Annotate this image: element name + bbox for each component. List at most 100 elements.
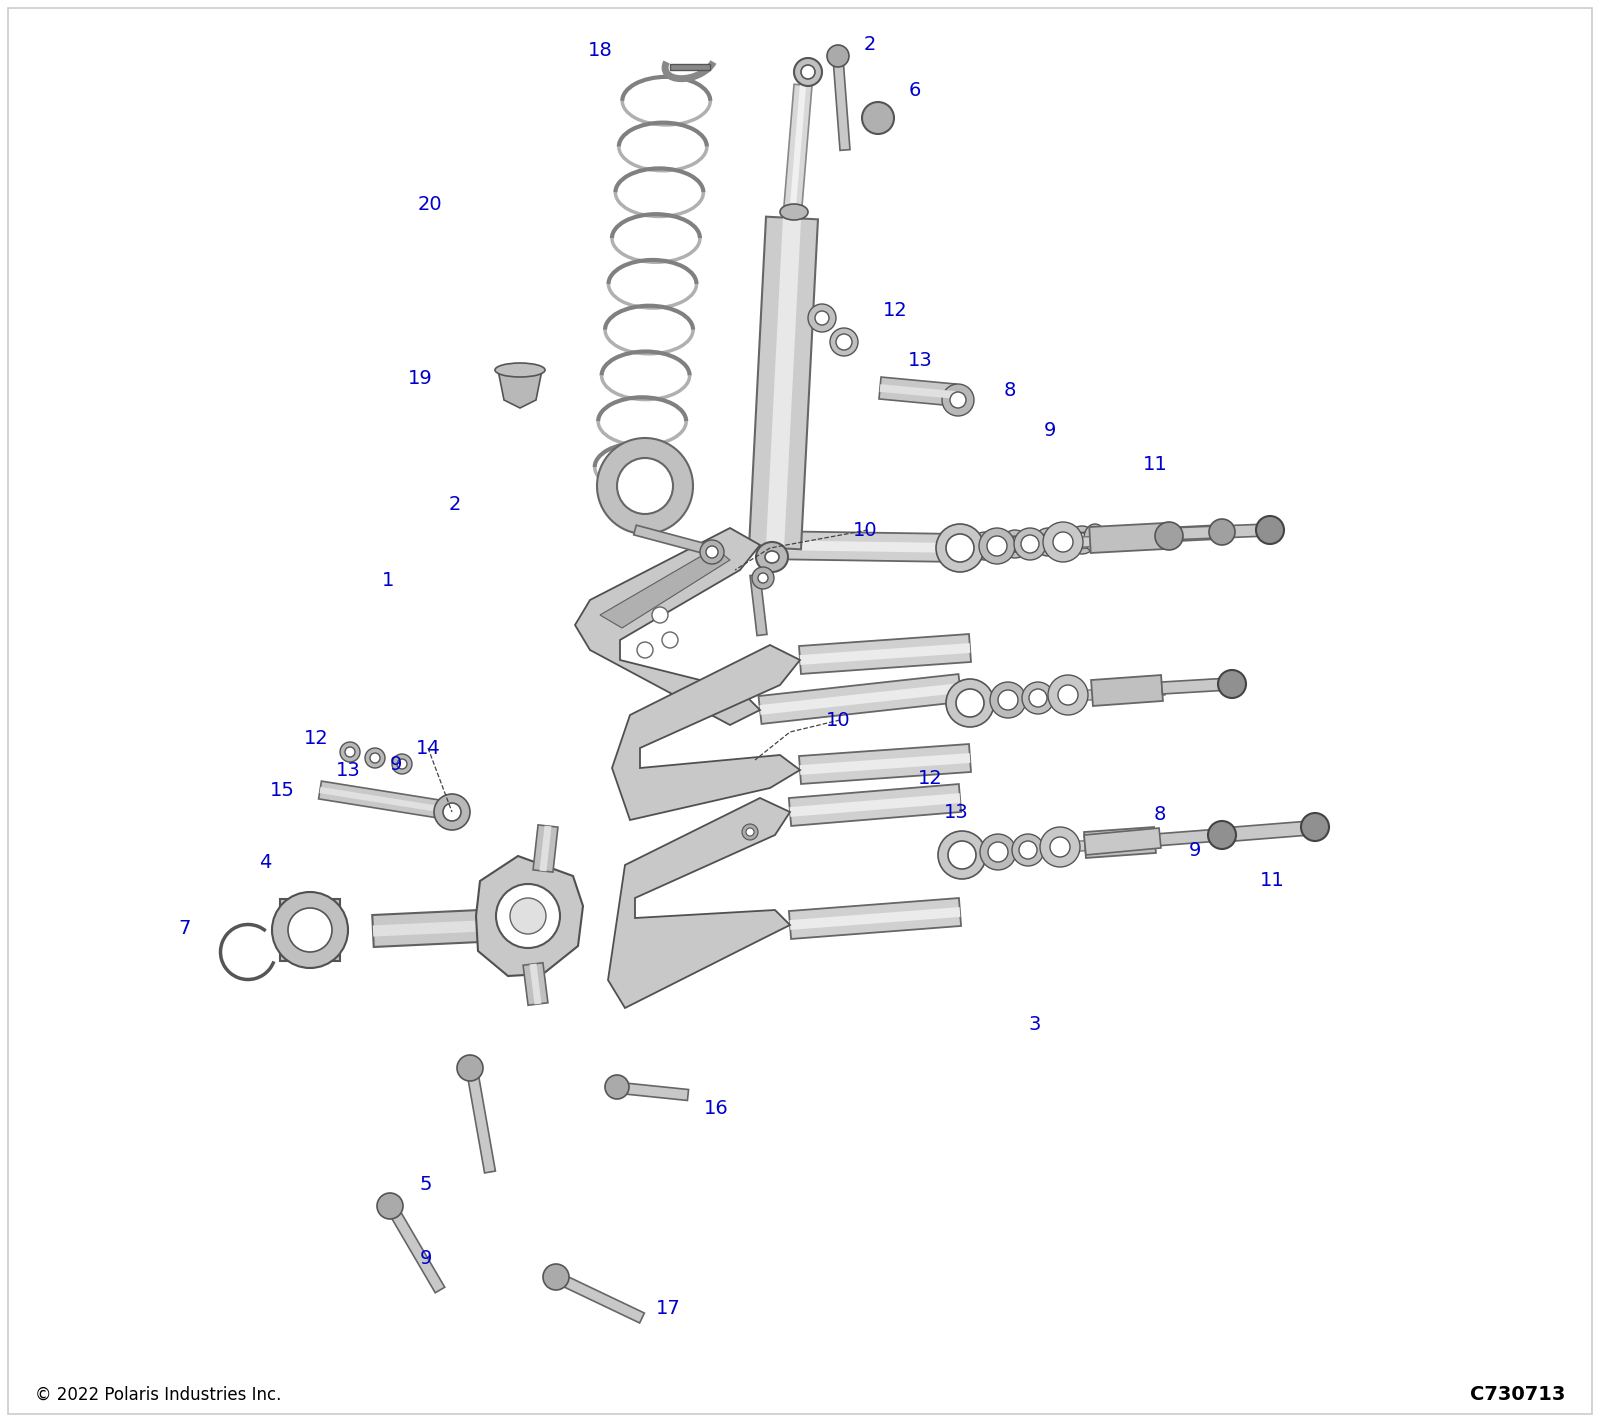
Circle shape — [942, 384, 974, 417]
Circle shape — [742, 823, 758, 840]
Circle shape — [808, 304, 835, 331]
Circle shape — [947, 840, 976, 869]
Polygon shape — [798, 744, 971, 784]
Circle shape — [835, 334, 851, 350]
Text: 2: 2 — [864, 36, 877, 54]
Circle shape — [987, 536, 1006, 556]
Text: 8: 8 — [1154, 805, 1166, 825]
Polygon shape — [760, 530, 960, 562]
Text: 6: 6 — [909, 81, 922, 100]
Circle shape — [989, 842, 1008, 862]
Circle shape — [1075, 533, 1090, 547]
Ellipse shape — [794, 58, 822, 85]
Circle shape — [397, 759, 406, 769]
Circle shape — [990, 683, 1026, 718]
Polygon shape — [880, 384, 955, 398]
Circle shape — [814, 311, 829, 326]
Polygon shape — [467, 1069, 496, 1173]
Text: 12: 12 — [304, 728, 328, 748]
Polygon shape — [766, 218, 802, 549]
Text: 7: 7 — [179, 919, 190, 937]
Polygon shape — [555, 1273, 645, 1322]
Circle shape — [830, 328, 858, 356]
Text: 15: 15 — [269, 781, 294, 799]
Circle shape — [618, 458, 674, 513]
Circle shape — [1208, 820, 1235, 849]
Circle shape — [597, 438, 693, 535]
Polygon shape — [760, 683, 960, 715]
Polygon shape — [1139, 525, 1221, 543]
Text: 13: 13 — [944, 802, 968, 822]
Text: 9: 9 — [1189, 840, 1202, 859]
Circle shape — [605, 1075, 629, 1099]
Circle shape — [542, 1264, 570, 1290]
Circle shape — [701, 540, 723, 565]
Polygon shape — [611, 646, 800, 820]
Circle shape — [1021, 535, 1038, 553]
Polygon shape — [789, 784, 962, 826]
Circle shape — [706, 546, 718, 557]
Circle shape — [1256, 516, 1283, 545]
Circle shape — [1069, 526, 1096, 555]
Polygon shape — [530, 964, 541, 1004]
Ellipse shape — [765, 550, 779, 563]
Polygon shape — [958, 533, 1165, 553]
Polygon shape — [1090, 523, 1166, 553]
Text: 12: 12 — [918, 768, 942, 788]
Polygon shape — [789, 899, 962, 939]
Circle shape — [1048, 675, 1088, 715]
Text: 4: 4 — [259, 853, 270, 872]
Circle shape — [653, 607, 669, 623]
Polygon shape — [789, 793, 960, 816]
Polygon shape — [600, 547, 730, 629]
Ellipse shape — [990, 532, 1010, 557]
Polygon shape — [608, 798, 790, 1008]
Polygon shape — [318, 781, 446, 819]
Polygon shape — [574, 528, 760, 725]
Circle shape — [1034, 528, 1062, 556]
Circle shape — [957, 690, 984, 717]
Ellipse shape — [1056, 529, 1074, 550]
Text: 19: 19 — [408, 368, 432, 388]
Polygon shape — [968, 685, 1165, 708]
Ellipse shape — [946, 529, 974, 567]
Polygon shape — [760, 540, 960, 553]
Circle shape — [1022, 683, 1054, 714]
Polygon shape — [498, 370, 542, 408]
Polygon shape — [1155, 829, 1221, 846]
Circle shape — [662, 631, 678, 648]
Text: 10: 10 — [853, 520, 877, 539]
Text: 8: 8 — [1003, 381, 1016, 400]
Ellipse shape — [1122, 526, 1138, 546]
Circle shape — [1014, 528, 1046, 560]
Text: 11: 11 — [1259, 870, 1285, 890]
Circle shape — [946, 535, 974, 562]
Circle shape — [1040, 828, 1080, 867]
Polygon shape — [477, 856, 582, 975]
Polygon shape — [373, 920, 480, 937]
Polygon shape — [670, 64, 710, 70]
Ellipse shape — [494, 363, 546, 377]
Circle shape — [443, 803, 461, 820]
Circle shape — [1210, 519, 1235, 545]
Circle shape — [979, 528, 1014, 565]
Circle shape — [1155, 522, 1182, 550]
Text: 13: 13 — [336, 761, 360, 779]
Text: 11: 11 — [1142, 455, 1168, 475]
Circle shape — [434, 793, 470, 830]
Text: 1: 1 — [382, 570, 394, 590]
Circle shape — [1019, 840, 1037, 859]
Text: 5: 5 — [419, 1176, 432, 1194]
Polygon shape — [1091, 675, 1163, 705]
Circle shape — [752, 567, 774, 589]
Polygon shape — [749, 216, 818, 549]
Ellipse shape — [1085, 523, 1106, 552]
Text: 9: 9 — [1043, 421, 1056, 439]
Text: 2: 2 — [450, 495, 461, 515]
Polygon shape — [758, 674, 962, 724]
Text: 18: 18 — [587, 40, 613, 60]
Polygon shape — [960, 835, 1162, 860]
Circle shape — [941, 526, 984, 570]
Polygon shape — [280, 919, 339, 941]
Polygon shape — [619, 1082, 688, 1101]
